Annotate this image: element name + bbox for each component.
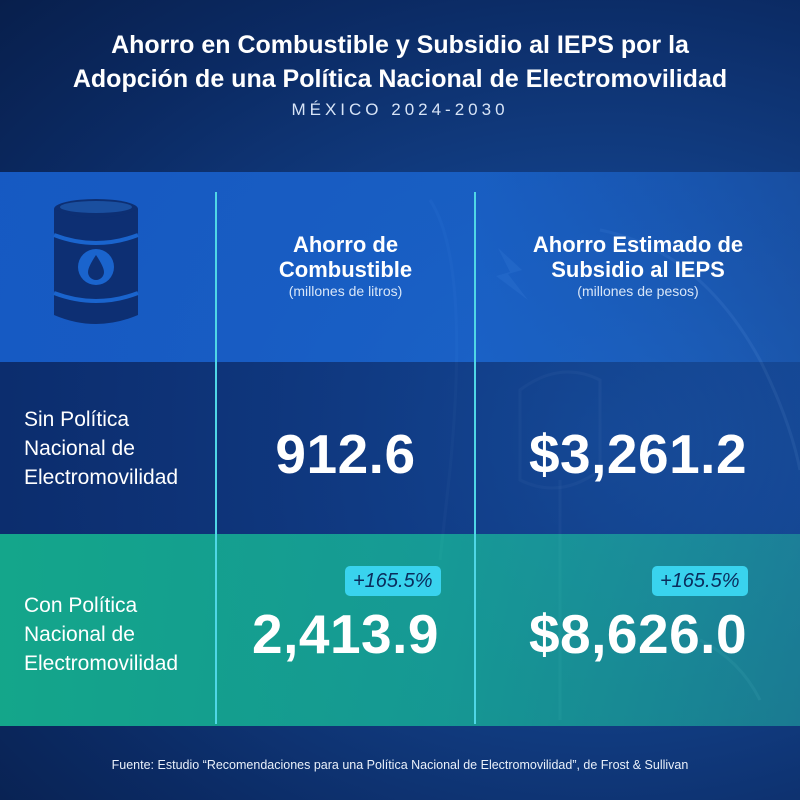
row-label-with-policy: Con Política Nacional de Electromovilida… bbox=[24, 591, 214, 678]
fuel-value-without-policy: 912.6 bbox=[275, 423, 416, 485]
row-without-policy-band bbox=[0, 362, 800, 534]
header: Ahorro en Combustible y Subsidio al IEPS… bbox=[0, 28, 800, 120]
fuel-value-with-policy: 2,413.9 bbox=[251, 603, 439, 665]
column-header-fuel: Ahorro de Combustible (millones de litro… bbox=[217, 232, 474, 299]
row-1-label-line-1: Sin Política bbox=[24, 408, 130, 431]
subsidy-change-badge: +165.5% bbox=[652, 566, 748, 596]
column-divider-2 bbox=[474, 192, 476, 724]
fuel-unit: (millones de litros) bbox=[288, 283, 403, 299]
subsidy-value-with-policy: $8,626.0 bbox=[528, 603, 748, 665]
subsidy-heading-line-2: Subsidio al IEPS bbox=[551, 257, 725, 282]
subsidy-unit: (millones de pesos) bbox=[577, 283, 699, 299]
column-divider-1 bbox=[215, 192, 217, 724]
row-2-label-line-2: Nacional de bbox=[24, 623, 135, 646]
fuel-heading-line-2: Combustible bbox=[278, 257, 413, 282]
row-1-label-line-3: Electromovilidad bbox=[24, 466, 179, 489]
row-2-label-line-1: Con Política bbox=[24, 594, 138, 617]
fuel-heading-line-1: Ahorro de bbox=[292, 232, 399, 257]
title-line-2: Adopción de una Política Nacional de Ele… bbox=[72, 65, 728, 93]
oil-barrel-icon bbox=[53, 199, 139, 324]
row-2-label-line-3: Electromovilidad bbox=[24, 652, 179, 675]
row-label-without-policy: Sin Política Nacional de Electromovilida… bbox=[24, 405, 214, 492]
title-line-1: Ahorro en Combustible y Subsidio al IEPS… bbox=[111, 31, 689, 59]
row-1-label-line-2: Nacional de bbox=[24, 437, 135, 460]
page-title: Ahorro en Combustible y Subsidio al IEPS… bbox=[20, 28, 780, 96]
page-subtitle: MÉXICO 2024-2030 bbox=[291, 100, 509, 119]
subsidy-heading-line-1: Ahorro Estimado de bbox=[532, 232, 744, 257]
subsidy-value-without-policy: $3,261.2 bbox=[528, 423, 748, 485]
fuel-change-badge: +165.5% bbox=[345, 566, 441, 596]
column-header-subsidy: Ahorro Estimado de Subsidio al IEPS (mil… bbox=[476, 232, 800, 299]
source-footnote: Fuente: Estudio “Recomendaciones para un… bbox=[111, 758, 689, 772]
